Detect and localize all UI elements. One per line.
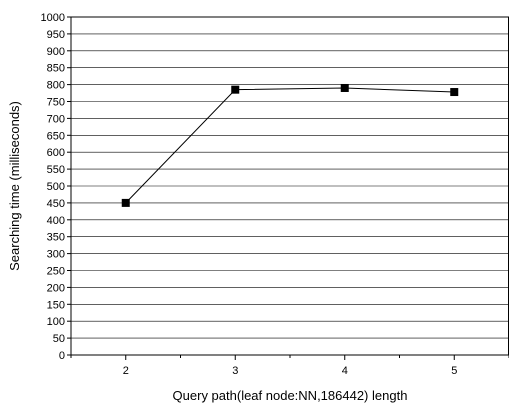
y-tick-label: 450 — [47, 198, 65, 210]
y-tick-label: 850 — [47, 63, 65, 75]
x-tick-label: 4 — [342, 365, 348, 377]
x-tick-label: 3 — [232, 365, 238, 377]
data-point — [231, 85, 240, 94]
y-tick-label: 50 — [53, 333, 65, 345]
y-tick-label: 100 — [47, 316, 65, 328]
y-tick-label: 400 — [47, 215, 65, 227]
x-axis-label: Query path(leaf node:NN,186442) length — [173, 388, 408, 403]
y-tick-label: 300 — [47, 249, 65, 261]
y-tick-label: 200 — [47, 282, 65, 294]
y-tick-label: 150 — [47, 299, 65, 311]
y-tick-label: 650 — [47, 130, 65, 142]
y-tick-label: 0 — [59, 350, 65, 362]
grid-lines — [71, 33, 509, 339]
y-axis-label: Searching time (milliseconds) — [7, 101, 22, 271]
data-point — [121, 198, 130, 207]
y-tick-label: 900 — [47, 46, 65, 58]
x-tick-label: 5 — [451, 365, 457, 377]
data-point — [340, 83, 349, 92]
y-tick-label: 500 — [47, 181, 65, 193]
y-axis-ticks: 0 50 100 150 200 250 300 350 400 450 500 550 600 650 7… — [41, 12, 71, 362]
y-tick-label: 550 — [47, 164, 65, 176]
data-point — [450, 88, 459, 97]
x-axis-ticks: 2 3 4 5 — [70, 355, 509, 377]
data-series — [121, 83, 459, 207]
y-tick-label: 800 — [47, 80, 65, 92]
y-tick-label: 250 — [47, 266, 65, 278]
y-tick-label: 950 — [47, 29, 65, 41]
series-line — [125, 87, 455, 204]
x-tick-label: 2 — [123, 365, 129, 377]
y-tick-label: 600 — [47, 147, 65, 159]
y-tick-label: 700 — [47, 113, 65, 125]
y-tick-label: 350 — [47, 232, 65, 244]
y-tick-label: 750 — [47, 97, 65, 109]
y-tick-label: 1000 — [41, 12, 65, 24]
